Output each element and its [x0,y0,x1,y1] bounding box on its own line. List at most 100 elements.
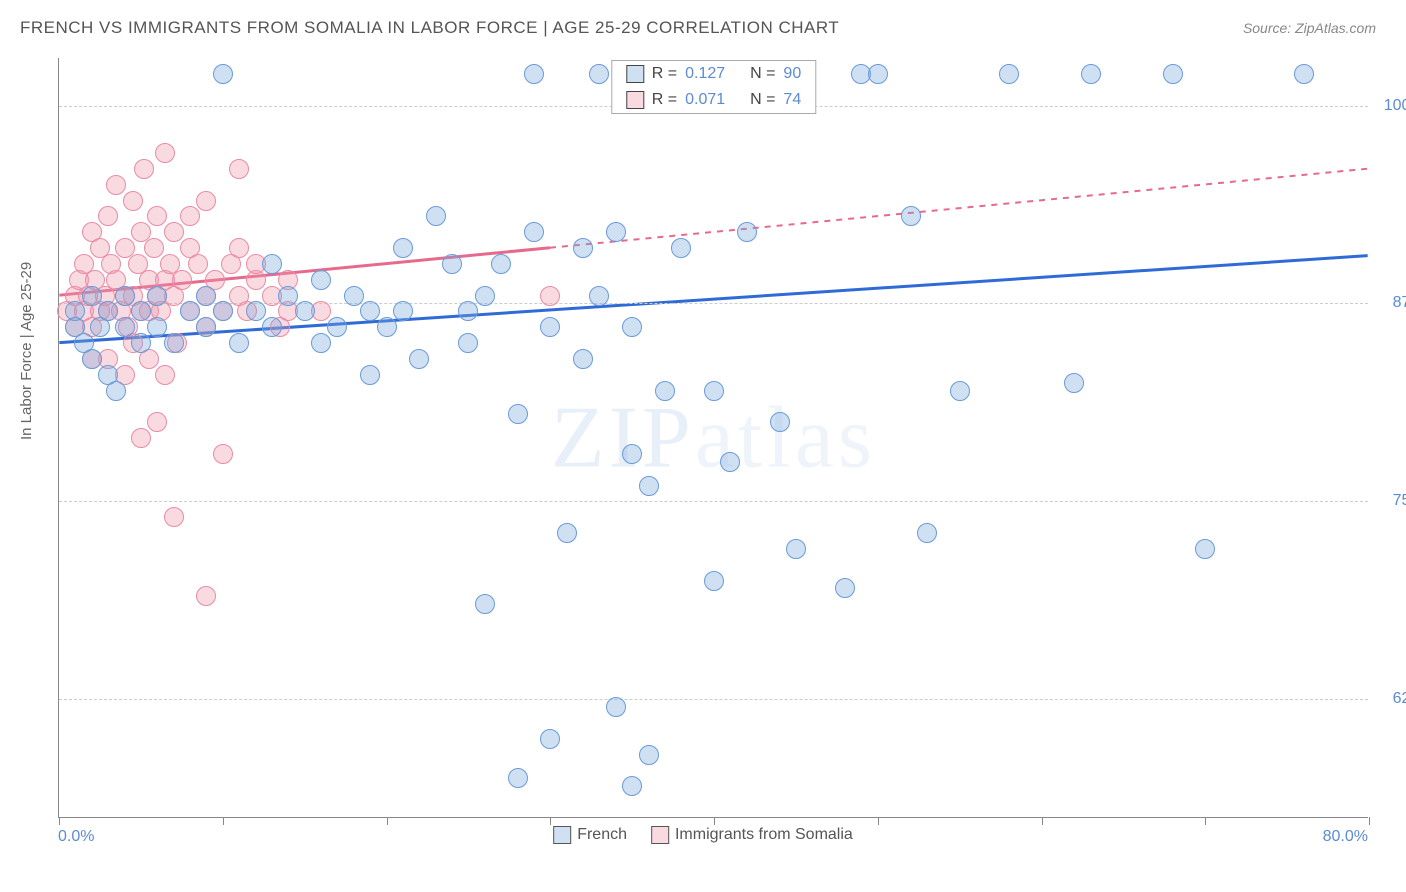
data-point [164,222,184,242]
data-point [213,301,233,321]
legend-item-french: French [553,826,627,844]
source-attribution: Source: ZipAtlas.com [1243,20,1376,36]
data-point [98,301,118,321]
data-point [106,175,126,195]
data-point [147,412,167,432]
data-point [950,381,970,401]
data-point [311,333,331,353]
x-tick [1205,817,1206,825]
data-point [606,222,626,242]
trendlines-layer [59,58,1368,817]
x-axis-min-label: 0.0% [58,828,94,846]
data-point [540,729,560,749]
legend-swatch-blue-icon [553,826,571,844]
data-point [229,238,249,258]
data-point [475,286,495,306]
data-point [131,333,151,353]
x-tick [223,817,224,825]
data-point [229,333,249,353]
x-tick [1369,817,1370,825]
data-point [155,143,175,163]
data-point [360,365,380,385]
data-point [377,317,397,337]
gridline-h [59,699,1368,700]
data-point [917,523,937,543]
data-point [155,365,175,385]
data-point [540,317,560,337]
legend-item-somalia: Immigrants from Somalia [651,826,853,844]
data-point [98,206,118,226]
x-tick [550,817,551,825]
data-point [835,578,855,598]
data-point [720,452,740,472]
data-point [164,333,184,353]
data-point [123,191,143,211]
data-point [458,333,478,353]
data-point [737,222,757,242]
data-point [131,301,151,321]
data-point [868,64,888,84]
data-point [327,317,347,337]
data-point [999,64,1019,84]
data-point [213,444,233,464]
y-tick-label: 75.0% [1378,492,1406,510]
data-point [573,238,593,258]
data-point [147,206,167,226]
data-point [115,286,135,306]
gridline-h [59,501,1368,502]
data-point [1195,539,1215,559]
data-point [524,64,544,84]
data-point [131,428,151,448]
data-point [106,381,126,401]
data-point [196,191,216,211]
data-point [82,286,102,306]
data-point [606,697,626,717]
data-point [475,594,495,614]
data-point [622,317,642,337]
data-point [360,301,380,321]
data-point [213,64,233,84]
data-point [786,539,806,559]
y-tick-label: 87.5% [1378,294,1406,312]
data-point [393,238,413,258]
data-point [622,444,642,464]
data-point [147,286,167,306]
data-point [704,571,724,591]
data-point [262,317,282,337]
data-point [508,404,528,424]
data-point [655,381,675,401]
data-point [147,317,167,337]
data-point [442,254,462,274]
data-point [311,270,331,290]
x-tick [1042,817,1043,825]
data-point [295,301,315,321]
legend-swatch-pink [626,91,644,109]
x-tick [714,817,715,825]
x-axis-max-label: 80.0% [1323,828,1368,846]
legend-row-french: R = 0.127 N = 90 [612,61,815,87]
data-point [1081,64,1101,84]
data-point [196,317,216,337]
x-tick [387,817,388,825]
data-point [508,768,528,788]
data-point [589,286,609,306]
chart-title: FRENCH VS IMMIGRANTS FROM SOMALIA IN LAB… [20,18,839,38]
data-point [704,381,724,401]
data-point [246,301,266,321]
data-point [589,64,609,84]
data-point [557,523,577,543]
x-tick [59,817,60,825]
y-tick-label: 62.5% [1378,690,1406,708]
data-point [671,238,691,258]
data-point [82,349,102,369]
data-point [393,301,413,321]
y-tick-label: 100.0% [1378,97,1406,115]
chart-plot-area: ZIPatlas R = 0.127 N = 90 R = 0.071 N = … [58,58,1368,818]
data-point [180,206,200,226]
series-legend: French Immigrants from Somalia [553,826,853,844]
data-point [622,776,642,796]
data-point [196,586,216,606]
data-point [426,206,446,226]
data-point [1064,373,1084,393]
data-point [524,222,544,242]
